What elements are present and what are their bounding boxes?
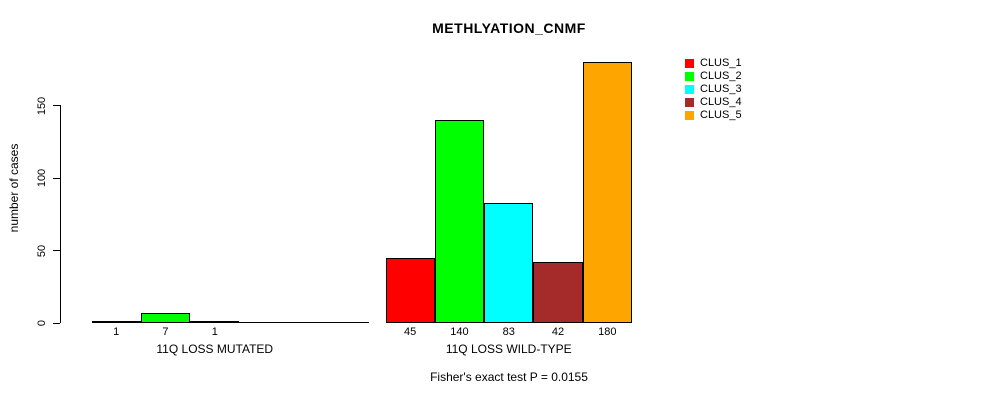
- bar-value-label: 42: [551, 326, 565, 338]
- legend-label: CLUS_3: [700, 83, 742, 95]
- legend-label: CLUS_1: [700, 57, 742, 69]
- bar-clus_1: [91, 321, 141, 323]
- y-tick-mark: [53, 250, 60, 252]
- chart-title: METHLYATION_CNMF: [432, 20, 586, 36]
- legend-swatch-icon: [685, 98, 694, 107]
- group-label: 11Q LOSS WILD-TYPE: [445, 342, 572, 356]
- legend-entry: CLUS_1: [685, 57, 742, 70]
- bar-clus_3: [190, 321, 240, 323]
- bar-value-label: 7: [162, 326, 169, 338]
- legend-swatch-icon: [685, 72, 694, 81]
- bar-value-label: 1: [113, 326, 120, 338]
- bar-value-label: 180: [598, 326, 617, 338]
- legend-entry: CLUS_3: [685, 83, 742, 96]
- y-tick-label: 0: [36, 319, 48, 327]
- bar-clus_5: [582, 62, 632, 323]
- y-tick-label: 100: [36, 168, 48, 188]
- y-axis-label: number of cases: [7, 143, 21, 233]
- y-tick-mark: [53, 105, 60, 107]
- y-tick-mark: [53, 322, 60, 324]
- legend-swatch-icon: [685, 59, 694, 68]
- legend-entry: CLUS_5: [685, 109, 742, 122]
- y-tick-label: 50: [36, 244, 48, 257]
- fisher-test-annotation: Fisher's exact test P = 0.0155: [430, 370, 588, 384]
- legend-label: CLUS_4: [700, 96, 742, 108]
- bar-clus_3: [484, 202, 534, 323]
- bar-value-label: 45: [404, 326, 417, 338]
- legend-entry: CLUS_4: [685, 96, 742, 109]
- group-label: 11Q LOSS MUTATED: [156, 342, 274, 356]
- y-axis: [60, 105, 61, 323]
- bar-value-label: 140: [450, 326, 469, 338]
- bar-clus_1: [385, 257, 435, 323]
- legend: CLUS_1 CLUS_2 CLUS_3 CLUS_4 CLUS_5: [685, 57, 742, 122]
- legend-label: CLUS_5: [700, 109, 742, 121]
- bar-clus_2: [140, 312, 191, 323]
- legend-swatch-icon: [685, 111, 694, 120]
- legend-label: CLUS_2: [700, 70, 742, 82]
- y-tick-label: 150: [36, 96, 48, 115]
- bar-value-label: 83: [502, 326, 515, 338]
- bar-clus_2: [434, 120, 485, 323]
- bar-value-label: 1: [211, 326, 218, 338]
- y-tick-mark: [53, 177, 60, 179]
- legend-entry: CLUS_2: [685, 70, 742, 83]
- legend-swatch-icon: [685, 85, 694, 94]
- bar-clus_4: [533, 262, 583, 323]
